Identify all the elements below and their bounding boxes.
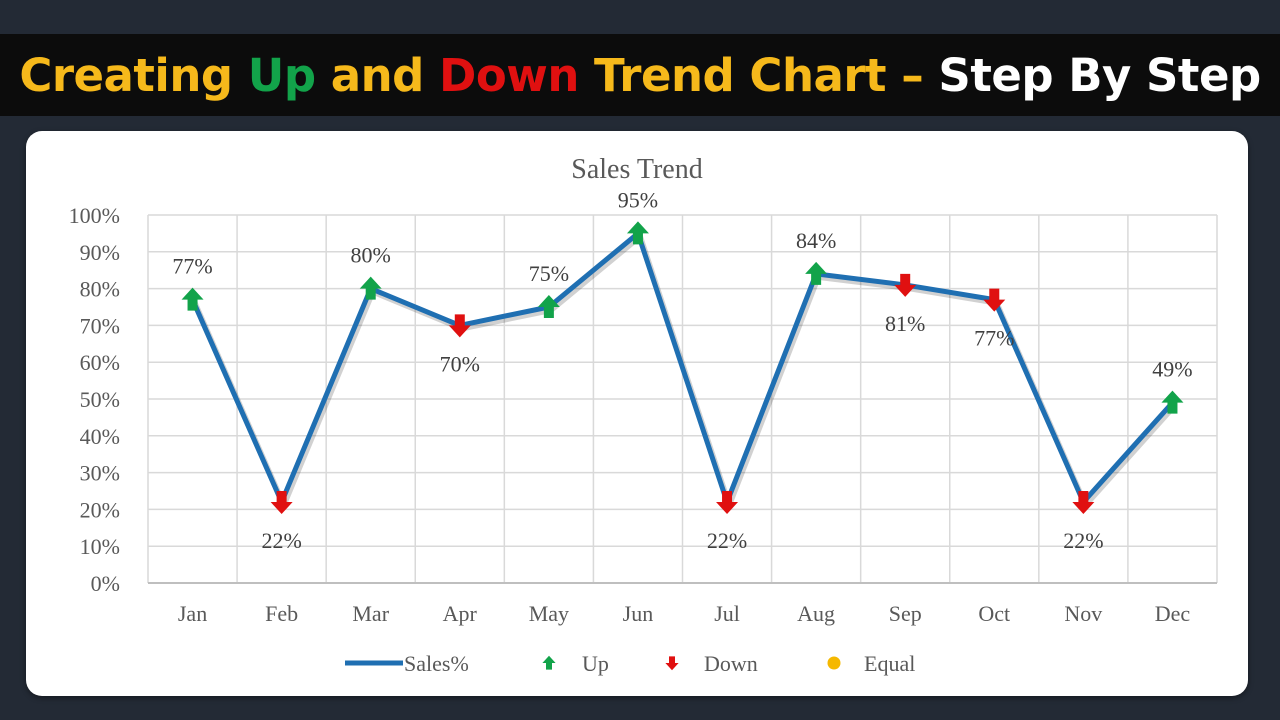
- y-tick-label: 50%: [80, 387, 120, 412]
- x-tick-label: May: [529, 601, 569, 626]
- marker-up-arrow: [359, 276, 382, 300]
- title-part-5: Step By Step: [938, 48, 1261, 102]
- sales-trend-chart: Sales Trend 0% 10% 20% 30% 40% 50% 60% 70% 80% 90%…: [69, 154, 1218, 676]
- marker-down-arrow: [716, 491, 739, 515]
- x-tick-label: Apr: [443, 601, 478, 626]
- marker-up-arrow: [1161, 390, 1184, 414]
- title-part-3: Down: [439, 48, 579, 102]
- x-tick-label: Jun: [623, 601, 654, 626]
- chart-title: Sales Trend: [571, 154, 702, 185]
- data-label: 95%: [618, 187, 658, 212]
- legend-label: Equal: [864, 651, 915, 676]
- y-tick-label: 100%: [69, 203, 120, 228]
- y-tick-label: 10%: [80, 534, 120, 559]
- title-banner: Creating Up and Down Trend Chart – Step …: [0, 34, 1280, 116]
- data-label: 84%: [796, 228, 836, 253]
- legend-label: Up: [582, 651, 609, 676]
- y-tick-label: 30%: [80, 461, 120, 486]
- data-label: 77%: [974, 326, 1014, 351]
- x-tick-label: Jan: [178, 601, 207, 626]
- y-tick-label: 40%: [80, 424, 120, 449]
- series-line-sales: [190, 230, 1175, 505]
- data-label: 70%: [440, 351, 480, 376]
- data-label: 81%: [885, 311, 925, 336]
- x-tick-label: Aug: [797, 601, 835, 626]
- data-label: 22%: [707, 528, 747, 553]
- y-tick-label: 20%: [80, 497, 120, 522]
- legend-down-swatch: [665, 656, 679, 671]
- x-tick-label: Nov: [1064, 601, 1102, 626]
- legend-label: Sales%: [404, 651, 469, 676]
- marker-up-arrow: [626, 221, 649, 245]
- title-part-1: Up: [247, 48, 316, 102]
- title-part-4: Trend Chart –: [578, 48, 939, 102]
- data-label: 77%: [172, 254, 212, 279]
- marker-down-arrow: [448, 314, 471, 338]
- legend-label: Down: [704, 651, 758, 676]
- y-tick-label: 70%: [80, 313, 120, 338]
- data-label: 22%: [1063, 528, 1103, 553]
- y-tick-label: 90%: [80, 240, 120, 265]
- x-tick-label: Dec: [1155, 601, 1191, 626]
- y-tick-label: 0%: [91, 571, 120, 596]
- marker-down-arrow: [1072, 491, 1095, 515]
- legend-up-swatch: [542, 655, 556, 670]
- title-part-0: Creating: [19, 48, 248, 102]
- marker-down-arrow: [894, 273, 917, 297]
- x-tick-label: Feb: [265, 601, 298, 626]
- marker-down-arrow: [270, 491, 293, 515]
- page-title: Creating Up and Down Trend Chart – Step …: [19, 48, 1261, 102]
- marker-up-arrow: [181, 287, 204, 311]
- title-part-2: and: [315, 48, 439, 102]
- x-tick-label: Mar: [352, 601, 389, 626]
- data-label: 49%: [1152, 357, 1192, 382]
- y-tick-label: 80%: [80, 277, 120, 302]
- legend-equal-swatch: [827, 656, 841, 670]
- data-label: 80%: [351, 243, 391, 268]
- x-tick-label: Sep: [889, 601, 922, 626]
- marker-down-arrow: [983, 288, 1006, 312]
- y-tick-label: 60%: [80, 350, 120, 375]
- chart-panel: Sales Trend 0% 10% 20% 30% 40% 50% 60% 70% 80% 90%…: [26, 131, 1248, 696]
- x-tick-label: Jul: [714, 601, 740, 626]
- marker-up-arrow: [537, 295, 560, 318]
- x-tick-label: Oct: [978, 601, 1010, 626]
- data-label: 75%: [529, 261, 569, 286]
- data-label: 22%: [261, 528, 301, 553]
- marker-up-arrow: [805, 261, 828, 285]
